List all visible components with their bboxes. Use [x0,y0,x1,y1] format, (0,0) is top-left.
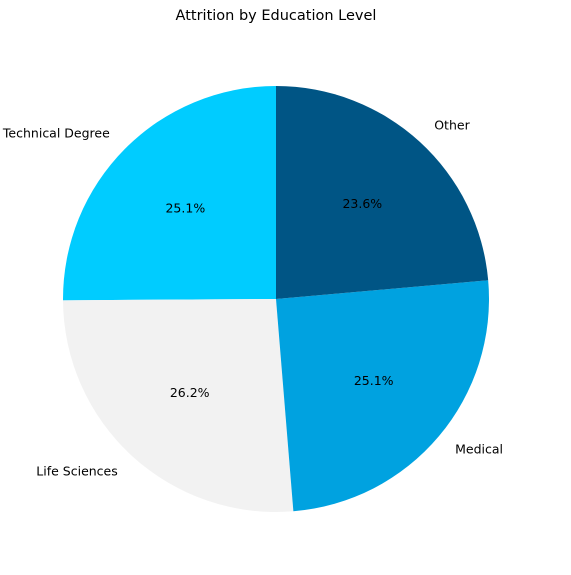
pie-slice-technical-degree [63,86,276,301]
slice-label-technical-degree: Technical Degree [2,125,110,140]
pie-slice-medical [276,280,489,512]
slice-label-other: Other [434,118,470,133]
slice-label-life-sciences: Life Sciences [36,463,117,478]
pct-label-technical-degree: 25.1% [165,200,205,215]
pct-label-other: 23.6% [342,196,382,211]
chart-title: Attrition by Education Level [175,8,377,24]
pie-slice-life-sciences [63,299,294,512]
slice-label-medical: Medical [455,442,503,457]
pct-label-life-sciences: 26.2% [170,385,210,400]
pct-label-medical: 25.1% [354,373,394,388]
pie-slice-other [276,86,489,299]
